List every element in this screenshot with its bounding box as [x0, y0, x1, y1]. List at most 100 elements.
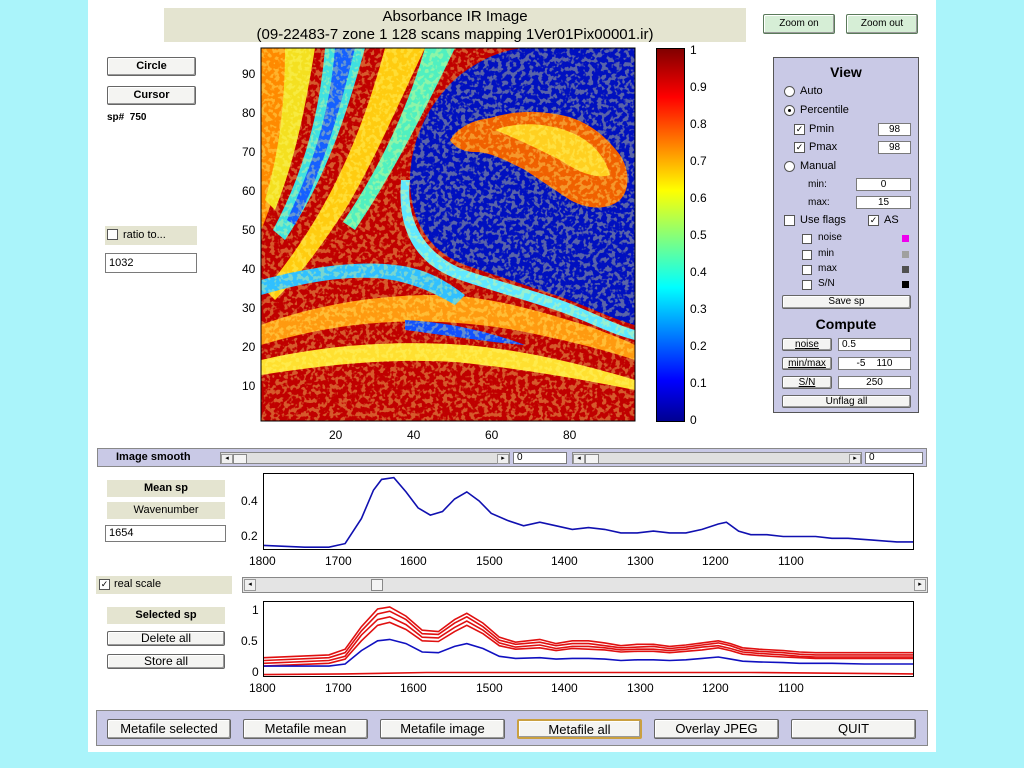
- minmax-button[interactable]: min/max: [782, 357, 832, 370]
- manual-radio[interactable]: [784, 161, 795, 172]
- image-x-tick: 40: [407, 428, 421, 442]
- max-field[interactable]: 15: [856, 196, 911, 209]
- image-y-tick: 40: [242, 262, 256, 276]
- ratio-to-row: ratio to...: [105, 226, 197, 245]
- flag-noise-label: noise: [818, 232, 842, 243]
- slider-left-arrow[interactable]: ◂: [573, 454, 585, 464]
- overlay-jpeg-button[interactable]: Overlay JPEG: [654, 719, 779, 739]
- percentile-radio[interactable]: [784, 105, 795, 116]
- as-checkbox[interactable]: ✓: [868, 215, 879, 226]
- mean-x-tick: 1400: [551, 554, 578, 568]
- image-smooth-slider-1[interactable]: ◂ ▸: [220, 452, 510, 464]
- selected-x-tick: 1200: [702, 681, 729, 695]
- selected-y-tick: 1: [252, 603, 259, 617]
- auto-radio[interactable]: [784, 86, 795, 97]
- ratio-to-checkbox[interactable]: [107, 229, 118, 240]
- selected-spectrum-line-1: [264, 606, 913, 659]
- ir-image[interactable]: [261, 48, 635, 421]
- wavenumber-field[interactable]: 1654: [105, 525, 226, 542]
- image-x-tick: 60: [485, 428, 499, 442]
- flag-sn-checkbox[interactable]: [802, 280, 812, 290]
- mean-x-tick: 1500: [476, 554, 503, 568]
- zoom-out-button[interactable]: Zoom out: [846, 14, 918, 34]
- mean-spectrum-plot[interactable]: [263, 473, 914, 550]
- pmin-label: Pmin: [809, 123, 835, 135]
- selected-y-tick: 0.5: [241, 634, 258, 648]
- metafile-selected-button[interactable]: Metafile selected: [107, 719, 231, 739]
- colorbar-tick: 0.6: [690, 191, 707, 205]
- pmax-field[interactable]: 98: [878, 141, 911, 154]
- slider-thumb[interactable]: [371, 579, 383, 591]
- wavenumber-slider[interactable]: ◂ ▸: [242, 577, 928, 593]
- noise-field[interactable]: 0.5: [838, 338, 911, 351]
- real-scale-label: real scale: [114, 578, 162, 590]
- flag-max-checkbox[interactable]: [802, 265, 812, 275]
- slider-thumb[interactable]: [585, 454, 599, 464]
- slider-right-arrow[interactable]: ▸: [849, 454, 861, 464]
- sn-button[interactable]: S/N: [782, 376, 832, 389]
- flag-sn-label: S/N: [818, 278, 835, 289]
- colorbar-tick: 0.9: [690, 80, 707, 94]
- colorbar-tick: 0.1: [690, 376, 707, 390]
- slider-right-arrow[interactable]: ▸: [914, 579, 926, 591]
- ir-image-frame: [260, 47, 636, 422]
- image-y-tick: 80: [242, 106, 256, 120]
- minmax-field[interactable]: -5 110: [838, 357, 911, 370]
- flag-noise-checkbox[interactable]: [802, 234, 812, 244]
- save-sp-button[interactable]: Save sp: [782, 295, 911, 309]
- image-y-tick: 50: [242, 223, 256, 237]
- pmin-field[interactable]: 98: [878, 123, 911, 136]
- mean-x-tick: 1200: [702, 554, 729, 568]
- colorbar-tick: 0.3: [690, 302, 707, 316]
- flag-max-label: max: [818, 263, 837, 274]
- zoom-on-button[interactable]: Zoom on: [763, 14, 835, 34]
- mean-spectrum-svg: [264, 476, 913, 548]
- image-y-tick: 20: [242, 340, 256, 354]
- slider-right-arrow[interactable]: ▸: [497, 454, 509, 464]
- noise-button[interactable]: noise: [782, 338, 832, 351]
- selected-spectra-plot[interactable]: [263, 601, 914, 677]
- metafile-all-button[interactable]: Metafile all: [517, 719, 642, 739]
- sn-field[interactable]: 250: [838, 376, 911, 389]
- pmax-label: Pmax: [809, 141, 838, 153]
- real-scale-row: ✓ real scale: [96, 576, 232, 594]
- min-field[interactable]: 0: [856, 178, 911, 191]
- delete-all-button[interactable]: Delete all: [107, 631, 225, 646]
- image-smooth-slider-2[interactable]: ◂ ▸: [572, 452, 862, 464]
- metafile-image-button[interactable]: Metafile image: [380, 719, 505, 739]
- max-label: max:: [808, 197, 830, 208]
- selected-x-tick: 1600: [400, 681, 427, 695]
- image-title: Absorbance IR Image (09-22483-7 zone 1 1…: [164, 8, 746, 42]
- image-smooth-bar: Image smooth ◂ ▸ 0 ◂ ▸ 0: [97, 448, 927, 467]
- slider-left-arrow[interactable]: ◂: [221, 454, 233, 464]
- pmin-checkbox[interactable]: ✓: [794, 124, 805, 135]
- sp-value: 750: [129, 112, 147, 123]
- colorbar-tick: 1: [690, 43, 697, 57]
- flag-min-swatch: [902, 251, 909, 258]
- cursor-button[interactable]: Cursor: [107, 86, 196, 105]
- bottom-toolbar: Metafile selected Metafile mean Metafile…: [96, 710, 928, 746]
- real-scale-checkbox[interactable]: ✓: [99, 579, 110, 590]
- ratio-to-field[interactable]: 1032: [105, 253, 197, 273]
- store-all-button[interactable]: Store all: [107, 654, 225, 669]
- mean-x-tick: 1600: [400, 554, 427, 568]
- pmax-checkbox[interactable]: ✓: [794, 142, 805, 153]
- image-y-tick: 30: [242, 301, 256, 315]
- image-smooth-value-2[interactable]: 0: [865, 452, 923, 464]
- image-y-tick: 10: [242, 379, 256, 393]
- view-panel: View Auto Percentile ✓ Pmin 98 ✓ Pmax 98…: [773, 57, 919, 413]
- unflag-all-button[interactable]: Unflag all: [782, 395, 911, 408]
- mean-x-tick: 1700: [325, 554, 352, 568]
- slider-left-arrow[interactable]: ◂: [244, 579, 256, 591]
- use-flags-checkbox[interactable]: [784, 215, 795, 226]
- compute-title: Compute: [815, 316, 877, 332]
- sp-label: sp#: [107, 112, 125, 123]
- selected-sp-label: Selected sp: [107, 607, 225, 624]
- image-smooth-value-1[interactable]: 0: [513, 452, 567, 464]
- flag-min-label: min: [818, 248, 835, 259]
- flag-min-checkbox[interactable]: [802, 250, 812, 260]
- slider-thumb[interactable]: [233, 454, 247, 464]
- quit-button[interactable]: QUIT: [791, 719, 916, 739]
- metafile-mean-button[interactable]: Metafile mean: [243, 719, 368, 739]
- circle-button[interactable]: Circle: [107, 57, 196, 76]
